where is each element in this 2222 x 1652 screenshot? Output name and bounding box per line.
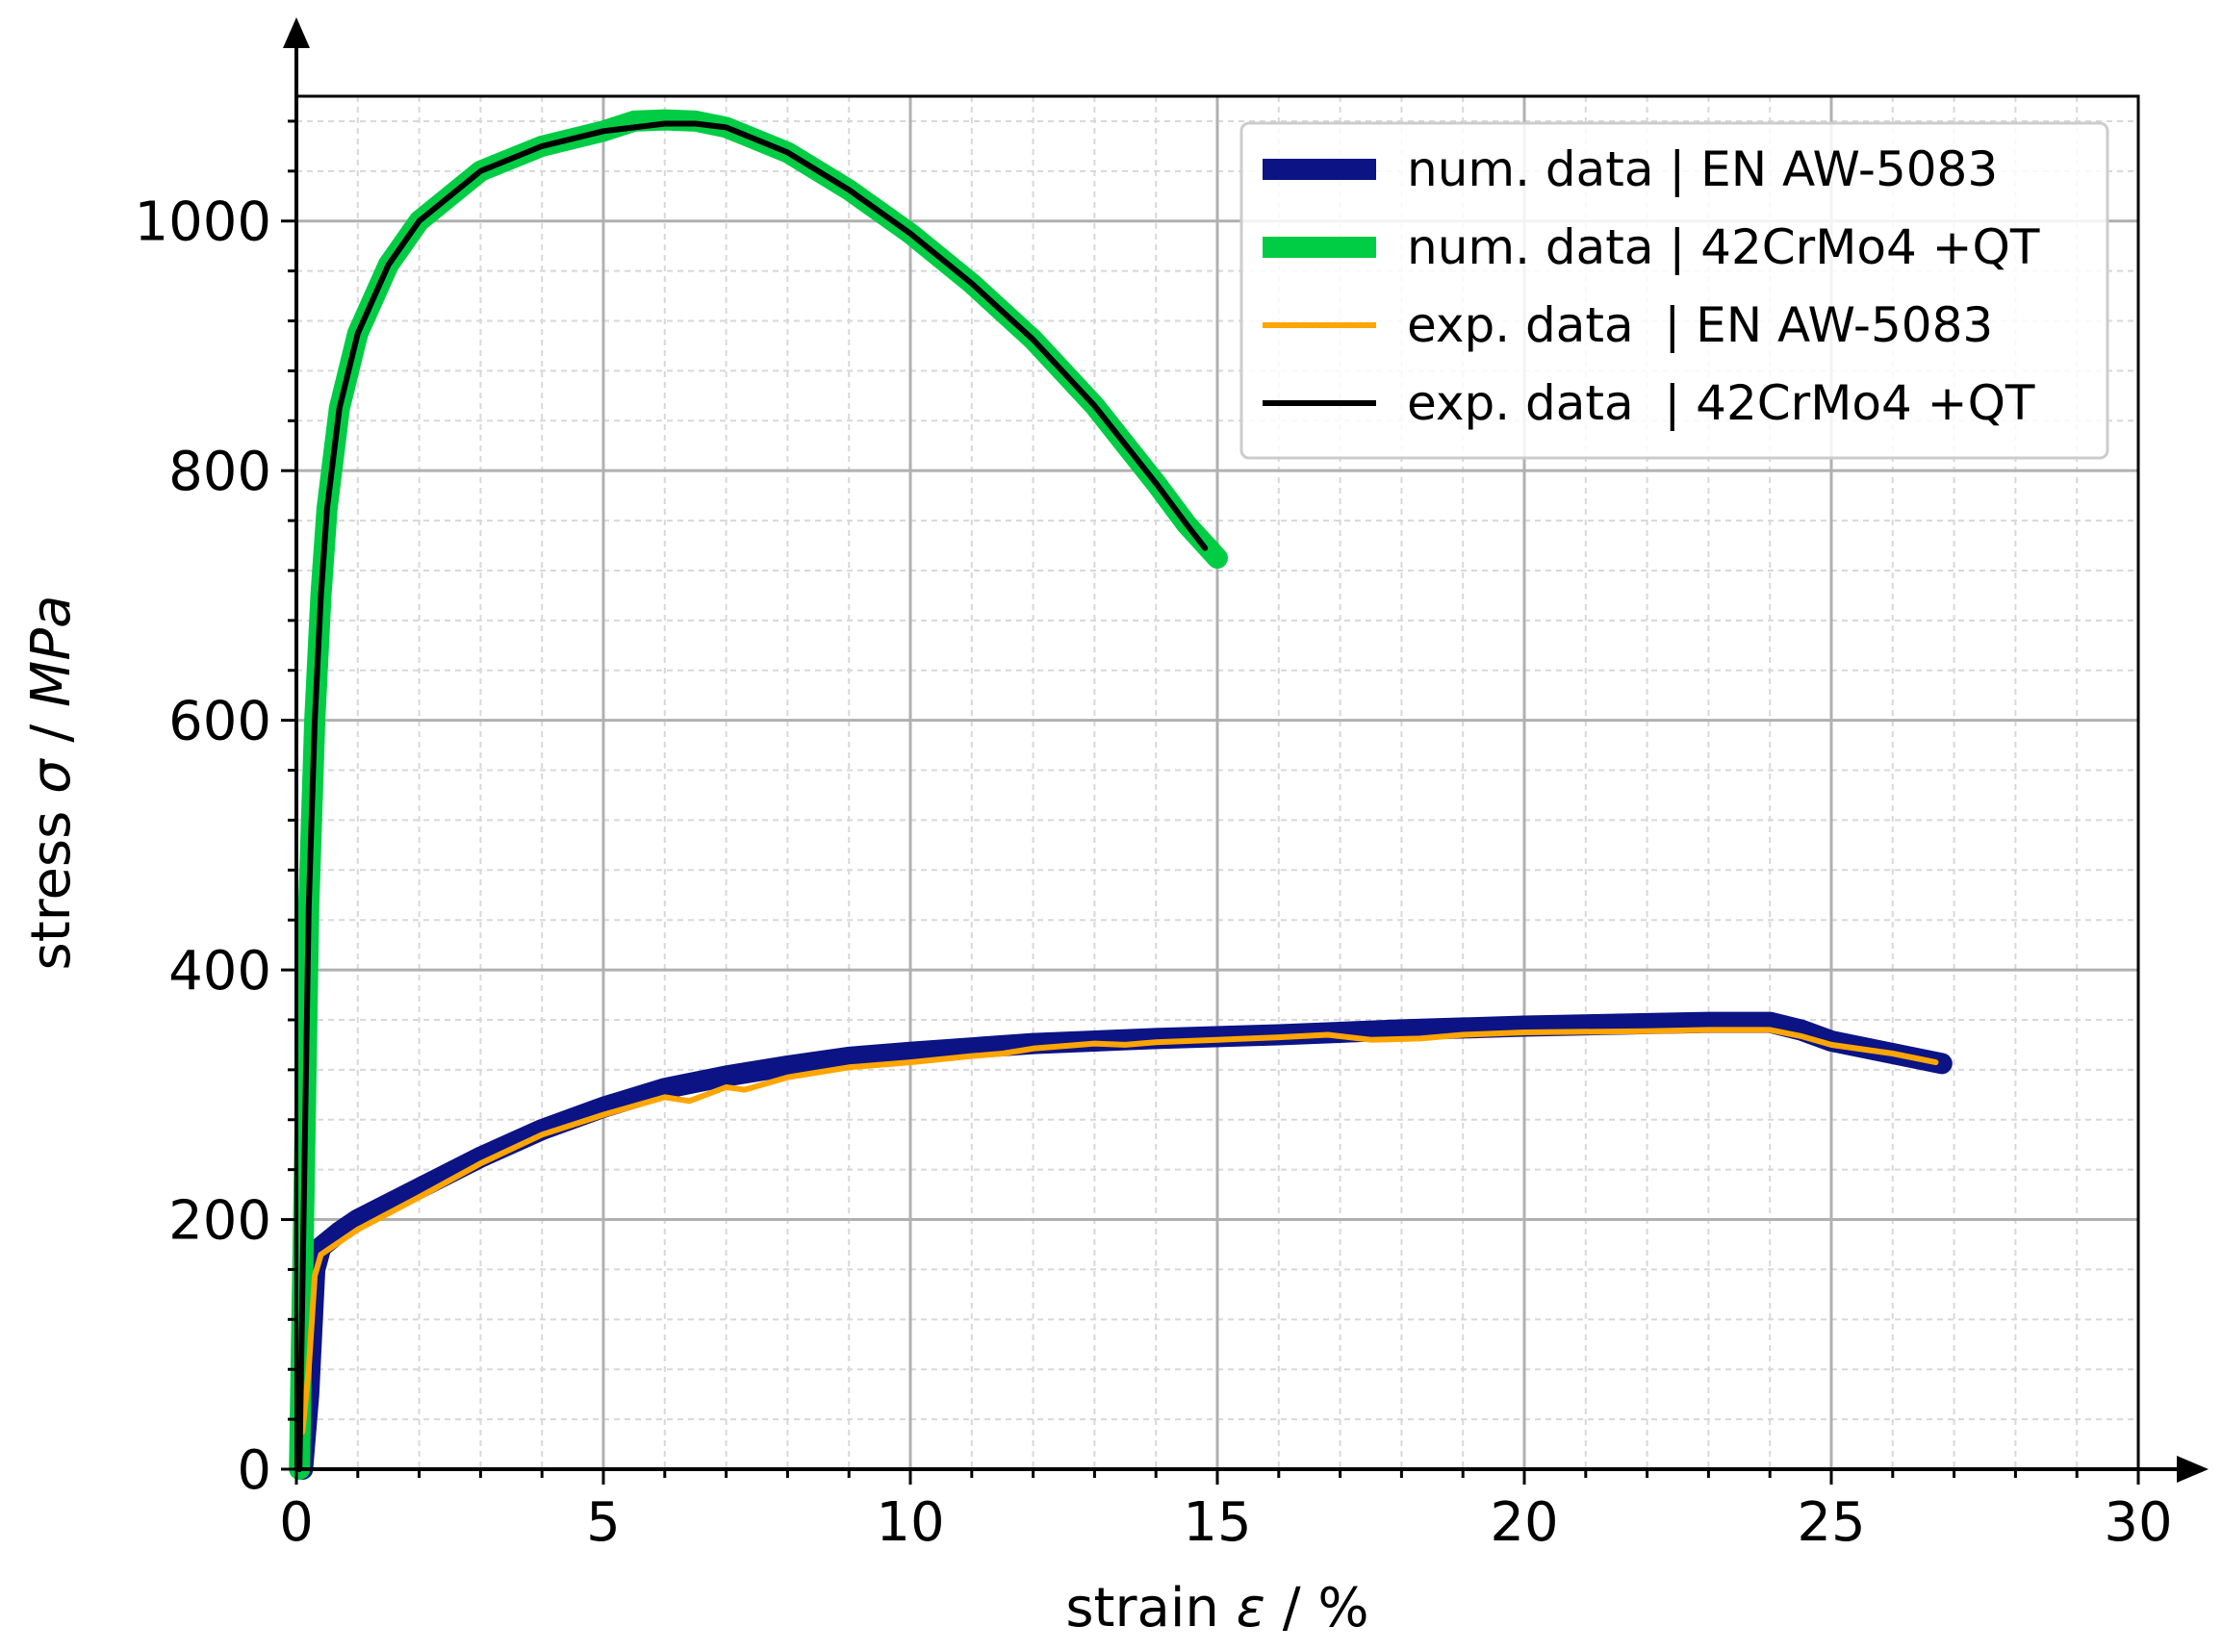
x-tick-label: 25 <box>1797 1491 1865 1554</box>
y-axis-label: stress σ / MPa <box>20 596 83 971</box>
x-tick-label: 5 <box>586 1491 621 1554</box>
ticks <box>281 119 2140 1485</box>
series-line-2 <box>289 109 1228 1480</box>
legend-box <box>1239 121 2109 460</box>
x-tick-label: 30 <box>2104 1491 2172 1554</box>
legend-entry-2: num. data | 42CrMo4 +QT <box>1263 219 2040 275</box>
legend: num. data | EN AW-5083 num. data | 42CrMo… <box>1239 121 2109 460</box>
legend-label: exp. data | 42CrMo4 +QT <box>1407 375 2035 431</box>
y-tick-label: 1000 <box>134 191 271 254</box>
y-tick-label: 600 <box>168 691 271 753</box>
x-tick-label: 10 <box>876 1491 944 1554</box>
x-axis-arrow-icon <box>2177 1456 2209 1483</box>
x-axis-label: strain ε / % <box>1065 1577 1368 1639</box>
y-tick-label: 400 <box>168 940 271 1003</box>
legend-label: num. data | EN AW-5083 <box>1407 141 1998 197</box>
series-layer <box>289 109 1953 1480</box>
legend-label: exp. data | EN AW-5083 <box>1407 297 1993 353</box>
axes <box>283 17 2209 1483</box>
y-tick-label: 800 <box>168 441 271 503</box>
legend-entry-3: exp. data | EN AW-5083 <box>1263 297 1993 353</box>
tick-labels: 0 5 10 15 20 25 30 0 200 400 600 800 1000 <box>134 191 2172 1554</box>
x-tick-label: 20 <box>1490 1491 1558 1554</box>
series-line-1 <box>292 1011 1953 1480</box>
y-axis-arrow-icon <box>283 17 310 48</box>
legend-entry-1: num. data | EN AW-5083 <box>1263 141 1998 197</box>
x-tick-label: 0 <box>279 1491 314 1554</box>
x-tick-label: 15 <box>1183 1491 1251 1554</box>
y-tick-label: 200 <box>168 1190 271 1253</box>
y-tick-label: 0 <box>237 1439 271 1502</box>
legend-label: num. data | 42CrMo4 +QT <box>1407 219 2040 275</box>
legend-entry-4: exp. data | 42CrMo4 +QT <box>1263 375 2035 431</box>
series-line-4 <box>296 120 1209 1472</box>
series-line-3 <box>299 1027 1939 1436</box>
